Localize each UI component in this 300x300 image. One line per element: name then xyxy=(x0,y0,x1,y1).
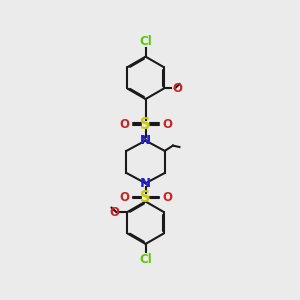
Text: N: N xyxy=(140,134,151,147)
Text: O: O xyxy=(109,206,119,219)
Text: O: O xyxy=(162,118,172,130)
Text: N: N xyxy=(140,134,151,147)
Text: N: N xyxy=(140,177,151,190)
Text: S: S xyxy=(140,117,151,132)
Text: O: O xyxy=(119,118,129,130)
Text: O: O xyxy=(162,191,172,204)
Text: Cl: Cl xyxy=(139,35,152,48)
Text: S: S xyxy=(140,190,151,205)
Text: O: O xyxy=(172,82,182,95)
Text: Cl: Cl xyxy=(139,253,152,266)
Text: O: O xyxy=(119,191,129,204)
